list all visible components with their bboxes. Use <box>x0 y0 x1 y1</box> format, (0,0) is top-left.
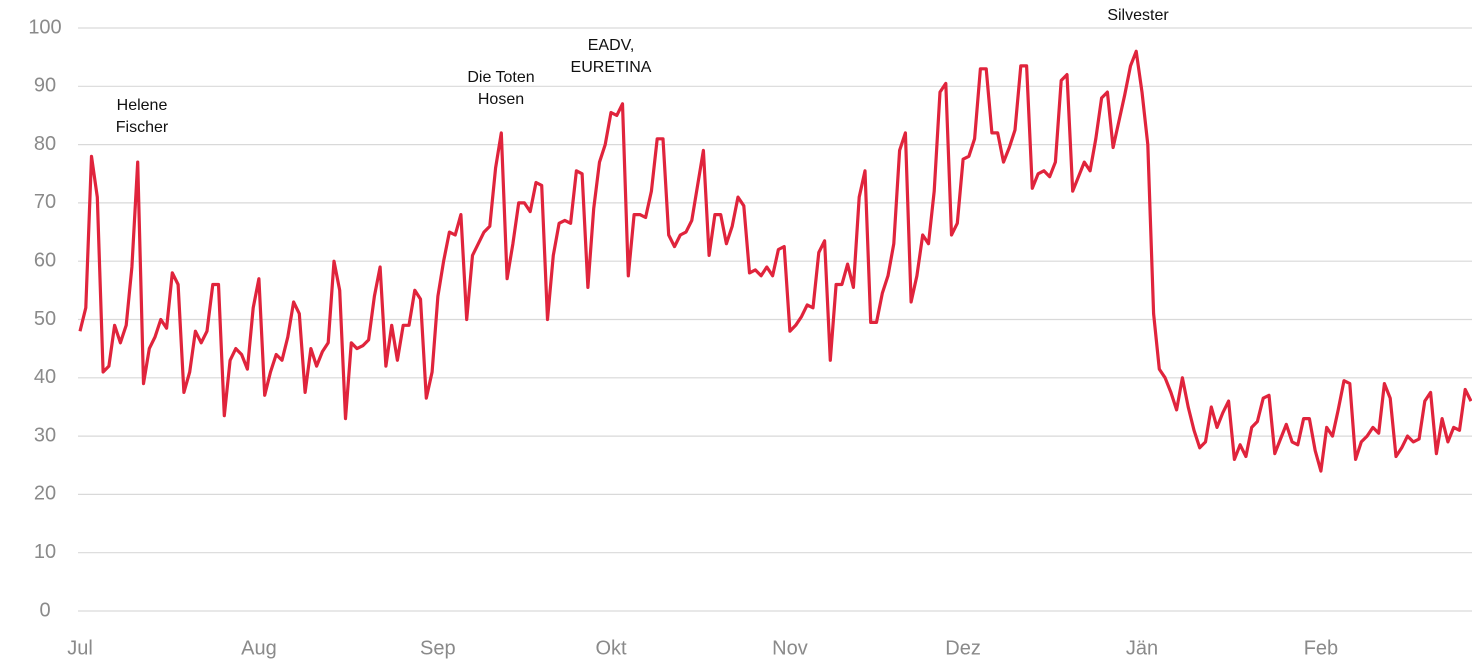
y-tick-label: 60 <box>34 249 56 271</box>
y-tick-label: 40 <box>34 366 56 388</box>
y-tick-label: 100 <box>28 16 61 38</box>
annotation: Helene <box>117 97 168 114</box>
y-tick-label: 50 <box>34 308 56 330</box>
x-tick-label: Nov <box>772 637 808 659</box>
y-tick-label: 80 <box>34 133 56 155</box>
annotation: Die Toten <box>467 69 534 86</box>
x-tick-label: Feb <box>1304 637 1338 659</box>
annotation: Silvester <box>1107 7 1169 24</box>
x-tick-label: Dez <box>945 637 981 659</box>
x-tick-label: Aug <box>241 637 277 659</box>
x-tick-label: Jul <box>67 637 93 659</box>
x-tick-label: Jän <box>1126 637 1158 659</box>
annotation: Hosen <box>478 91 524 108</box>
annotation: EURETINA <box>571 59 652 76</box>
y-tick-label: 0 <box>39 599 50 621</box>
x-tick-label: Okt <box>595 637 627 659</box>
y-tick-label: 20 <box>34 483 56 505</box>
annotation: EADV, <box>588 37 635 54</box>
x-tick-label: Sep <box>420 637 456 659</box>
annotation: Fischer <box>116 119 169 136</box>
y-tick-label: 10 <box>34 541 56 563</box>
data-line <box>78 49 1472 473</box>
y-tick-label: 30 <box>34 424 56 446</box>
y-tick-label: 90 <box>34 75 56 97</box>
y-tick-label: 70 <box>34 191 56 213</box>
